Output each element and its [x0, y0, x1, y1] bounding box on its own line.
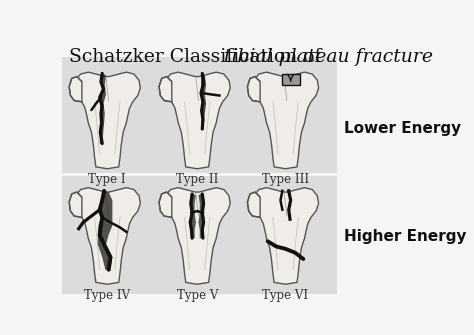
Text: Type II: Type II [176, 174, 219, 186]
Polygon shape [247, 192, 260, 217]
Polygon shape [164, 72, 230, 169]
Polygon shape [100, 73, 106, 145]
Text: Type IV: Type IV [84, 289, 130, 302]
Polygon shape [190, 194, 196, 238]
FancyBboxPatch shape [62, 177, 337, 294]
Text: Schatzker Classification of: Schatzker Classification of [69, 48, 327, 66]
Polygon shape [164, 188, 230, 284]
Polygon shape [69, 77, 82, 102]
Polygon shape [74, 188, 140, 284]
Text: tibial plateau fracture: tibial plateau fracture [224, 48, 433, 66]
Polygon shape [201, 73, 206, 129]
Text: Type I: Type I [89, 174, 126, 186]
Polygon shape [199, 194, 205, 238]
Polygon shape [283, 74, 300, 85]
FancyBboxPatch shape [62, 57, 337, 173]
Polygon shape [159, 192, 172, 217]
Polygon shape [69, 192, 82, 217]
Polygon shape [253, 188, 319, 284]
Polygon shape [74, 72, 140, 169]
Text: Type VI: Type VI [263, 289, 309, 302]
Polygon shape [247, 77, 260, 102]
Text: Type III: Type III [262, 174, 309, 186]
Text: Higher Energy: Higher Energy [345, 229, 467, 244]
Text: Lower Energy: Lower Energy [345, 121, 462, 136]
Polygon shape [253, 72, 319, 169]
Polygon shape [98, 191, 112, 271]
Polygon shape [159, 77, 172, 102]
Text: Type V: Type V [176, 289, 218, 302]
